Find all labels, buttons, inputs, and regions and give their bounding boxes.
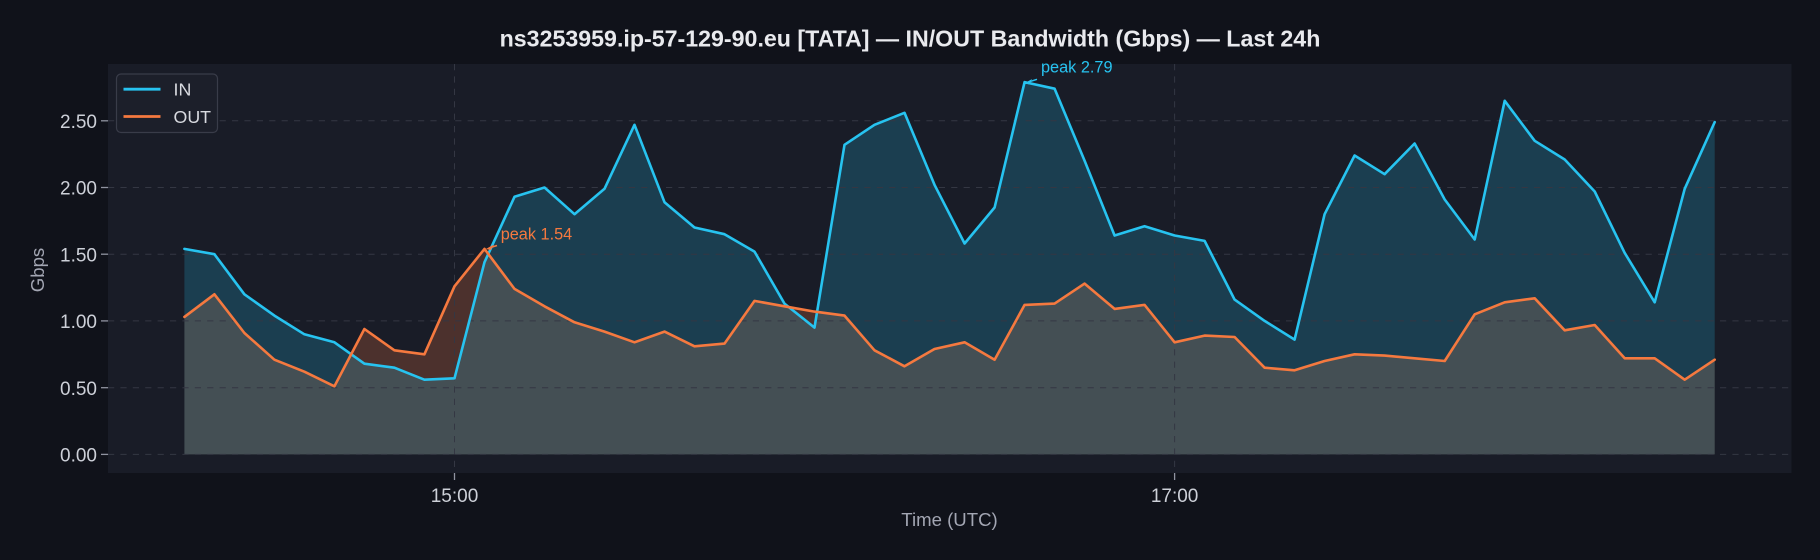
svg-text:IN: IN	[174, 80, 192, 100]
svg-text:17:00: 17:00	[1151, 486, 1199, 507]
svg-text:0.50: 0.50	[60, 379, 97, 400]
svg-text:15:00: 15:00	[431, 486, 479, 507]
svg-text:peak 2.79: peak 2.79	[1041, 58, 1113, 76]
svg-text:1.00: 1.00	[60, 312, 97, 333]
svg-text:2.00: 2.00	[60, 179, 97, 200]
svg-text:OUT: OUT	[174, 107, 212, 127]
svg-text:2.50: 2.50	[60, 112, 97, 133]
svg-text:ns3253959.ip-57-129-90.eu [TAT: ns3253959.ip-57-129-90.eu [TATA] — IN/OU…	[500, 26, 1321, 52]
svg-text:1.50: 1.50	[60, 245, 97, 266]
svg-text:Time (UTC): Time (UTC)	[901, 509, 997, 530]
svg-text:Gbps: Gbps	[27, 248, 48, 292]
svg-text:peak 1.54: peak 1.54	[501, 225, 573, 243]
svg-text:0.00: 0.00	[60, 446, 97, 467]
